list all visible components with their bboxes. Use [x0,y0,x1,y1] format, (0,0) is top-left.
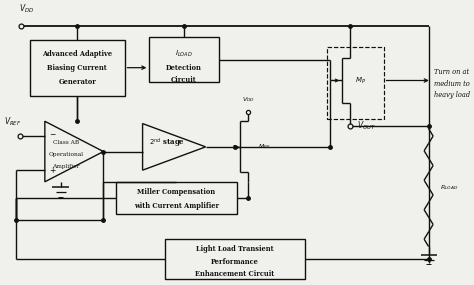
Text: Detection: Detection [166,64,202,72]
Bar [327,47,383,119]
Polygon shape [143,124,206,170]
Text: Performance: Performance [211,258,259,266]
Text: with Current Amplifier: with Current Amplifier [134,202,219,210]
Text: Miller Compensation: Miller Compensation [137,188,215,196]
Text: Circuit: Circuit [171,76,197,84]
Text: $V_{OUT}$: $V_{OUT}$ [356,120,375,132]
Text: heavy load: heavy load [434,91,470,99]
Text: $+$: $+$ [49,165,57,175]
Text: Generator: Generator [58,78,96,86]
Text: $I_{LOAD}$: $I_{LOAD}$ [175,49,193,59]
Text: $-$: $-$ [49,129,57,137]
Text: $V_{REF}$: $V_{REF}$ [4,115,22,128]
Bar [30,40,125,96]
Bar [116,182,237,214]
Text: Light Load Transient: Light Load Transient [196,245,274,253]
Text: Biasing Current: Biasing Current [47,64,107,72]
Text: Enhancement Circuit: Enhancement Circuit [195,270,274,278]
Text: $M_{PF}$: $M_{PF}$ [258,142,271,151]
Text: medium to: medium to [434,80,470,88]
Bar [165,239,305,279]
Text: $2^{nd}$ stage: $2^{nd}$ stage [149,137,185,150]
Text: $R_{LOAD}$: $R_{LOAD}$ [440,183,458,192]
Text: Advanced Adaptive: Advanced Adaptive [42,50,112,58]
Polygon shape [45,121,103,182]
Text: $M_P$: $M_P$ [355,76,366,86]
Text: Class AB: Class AB [53,140,79,145]
Bar [149,37,219,82]
Text: Amplifier: Amplifier [52,164,80,169]
Text: Turn on at: Turn on at [434,68,469,76]
Text: Operational: Operational [48,152,83,157]
Text: $V_{DD}$: $V_{DD}$ [242,95,255,103]
Text: $V_{DD}$: $V_{DD}$ [18,3,34,15]
